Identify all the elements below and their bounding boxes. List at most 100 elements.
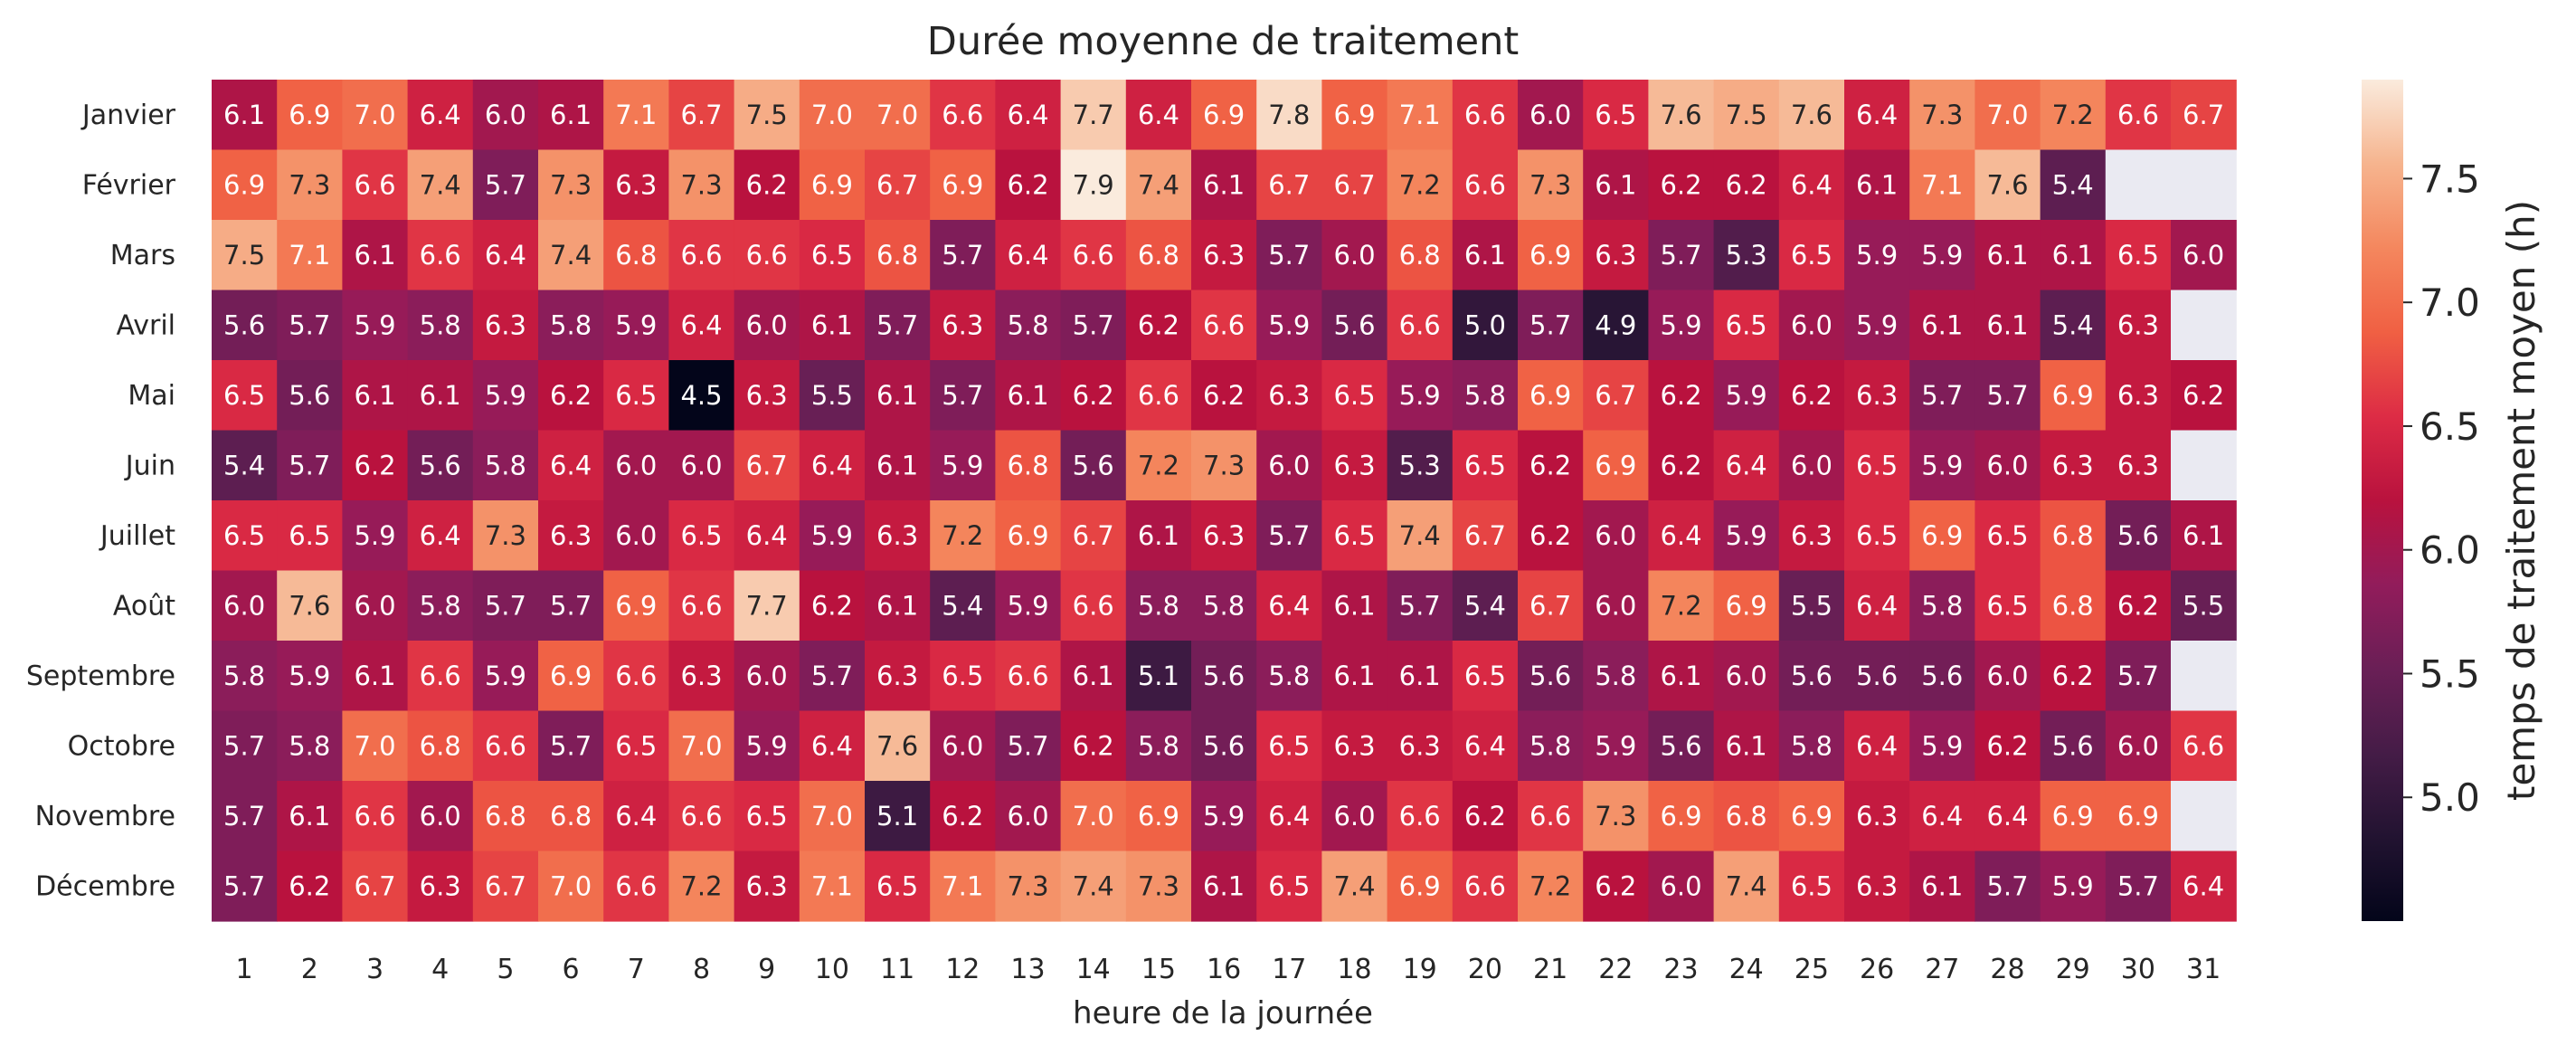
y-tick-label: Avril — [116, 309, 175, 341]
heatmap-cell — [1518, 570, 1584, 642]
heatmap-cell — [1648, 570, 1715, 642]
cell-value-label: 7.3 — [680, 169, 722, 200]
heatmap-cell — [930, 430, 996, 501]
heatmap-cell — [1713, 149, 1780, 221]
heatmap-cell — [1452, 641, 1519, 712]
cell-value-label: 6.5 — [223, 520, 265, 551]
heatmap-cell — [1060, 500, 1127, 572]
cell-value-label: 6.2 — [1007, 169, 1048, 200]
heatmap-cell — [1191, 430, 1257, 501]
colorbar-tick-label: 7.5 — [2420, 157, 2480, 201]
cell-value-label: 6.8 — [485, 801, 526, 832]
y-tick-label: Décembre — [35, 870, 175, 902]
cell-value-label: 6.0 — [1530, 100, 1571, 130]
cell-value-label: 6.7 — [746, 450, 788, 480]
heatmap-cell — [1060, 641, 1127, 712]
cell-value-label: 5.9 — [1726, 520, 1767, 551]
cell-value-label: 6.2 — [1660, 380, 1701, 411]
heatmap-cell — [472, 80, 539, 151]
cell-value-label: 5.7 — [811, 661, 853, 691]
x-tick-label: 17 — [1272, 954, 1306, 985]
heatmap-cell — [1256, 710, 1322, 782]
cell-value-label: 7.3 — [1530, 169, 1571, 200]
heatmap-cell — [1909, 80, 1975, 151]
heatmap-cell — [1583, 641, 1649, 712]
heatmap-cell — [277, 80, 343, 151]
cell-value-label: 6.4 — [485, 240, 526, 271]
heatmap-cell — [1583, 851, 1649, 922]
heatmap-cell — [1321, 149, 1388, 221]
heatmap-cell — [1648, 220, 1715, 291]
heatmap-cell — [668, 641, 735, 712]
heatmap-cell — [603, 641, 669, 712]
heatmap-cell — [1256, 80, 1322, 151]
cell-value-label: 5.8 — [1268, 661, 1310, 691]
heatmap-cell — [1844, 851, 1910, 922]
cell-value-label: 6.1 — [1986, 309, 2028, 340]
cell-value-label: 6.9 — [1595, 450, 1636, 480]
cell-value-label: 5.9 — [1921, 240, 1963, 271]
cell-value-label: 6.4 — [2183, 870, 2224, 901]
heatmap-cell — [472, 710, 539, 782]
cell-value-label: 5.9 — [615, 309, 657, 340]
heatmap-cell — [1256, 360, 1322, 432]
cell-value-label: 6.2 — [1203, 380, 1245, 411]
heatmap-cell — [1648, 851, 1715, 922]
heatmap-cell — [799, 781, 866, 852]
heatmap-cell — [1256, 570, 1322, 642]
heatmap-cell — [1583, 781, 1649, 852]
heatmap-cell — [1909, 570, 1975, 642]
cell-value-label: 6.0 — [615, 450, 657, 480]
cell-value-label: 6.6 — [354, 801, 395, 832]
x-tick-label: 2 — [301, 954, 318, 985]
heatmap-cell — [1518, 781, 1584, 852]
cell-value-label: 6.0 — [1986, 450, 2028, 480]
heatmap-cell — [668, 430, 735, 501]
cell-value-label: 6.5 — [942, 661, 983, 691]
x-tick-label: 30 — [2121, 954, 2155, 985]
cell-value-label: 6.1 — [1203, 870, 1245, 901]
heatmap-cell — [734, 360, 800, 432]
heatmap-cell — [472, 781, 539, 852]
heatmap-cell — [1191, 290, 1257, 361]
cell-value-label: 6.8 — [2052, 520, 2094, 551]
cell-value-label: 6.9 — [2052, 801, 2094, 832]
heatmap-cell — [407, 641, 474, 712]
cell-value-label: 6.3 — [1203, 240, 1245, 271]
heatmap-cell — [603, 149, 669, 221]
heatmap-cell — [1321, 500, 1388, 572]
heatmap-cell — [342, 641, 409, 712]
heatmap-cell — [1975, 710, 2041, 782]
heatmap-cell — [538, 360, 604, 432]
heatmap-cell — [1518, 430, 1584, 501]
heatmap-cell — [212, 80, 278, 151]
cell-value-label: 6.5 — [1464, 450, 1506, 480]
cell-value-label: 7.7 — [1073, 100, 1114, 130]
heatmap-cell-empty — [2171, 430, 2237, 501]
cell-value-label: 6.3 — [550, 520, 592, 551]
cell-value-label: 5.7 — [1530, 309, 1571, 340]
cell-value-label: 5.7 — [223, 730, 265, 761]
heatmap-cell — [1909, 220, 1975, 291]
heatmap-cell — [2171, 710, 2237, 782]
heatmap-cell — [1583, 710, 1649, 782]
x-tick-label: 31 — [2186, 954, 2221, 985]
cell-value-label: 6.4 — [1268, 590, 1310, 621]
cell-value-label: 6.2 — [550, 380, 592, 411]
cell-value-label: 7.4 — [1138, 169, 1179, 200]
cell-value-label: 7.5 — [746, 100, 788, 130]
cell-value-label: 6.6 — [680, 801, 722, 832]
heatmap-cell — [407, 290, 474, 361]
heatmap-cell — [472, 851, 539, 922]
heatmap-cell — [1844, 500, 1910, 572]
heatmap-cell — [1778, 360, 1845, 432]
cell-value-label: 5.6 — [2052, 730, 2094, 761]
cell-value-label: 5.0 — [1464, 309, 1506, 340]
cell-value-label: 5.7 — [550, 730, 592, 761]
cell-value-label: 6.5 — [1268, 870, 1310, 901]
cell-value-label: 5.8 — [550, 309, 592, 340]
heatmap-cell — [1060, 149, 1127, 221]
cell-value-label: 5.9 — [1921, 450, 1963, 480]
cell-value-label: 7.2 — [1660, 590, 1701, 621]
heatmap-cell — [1191, 641, 1257, 712]
